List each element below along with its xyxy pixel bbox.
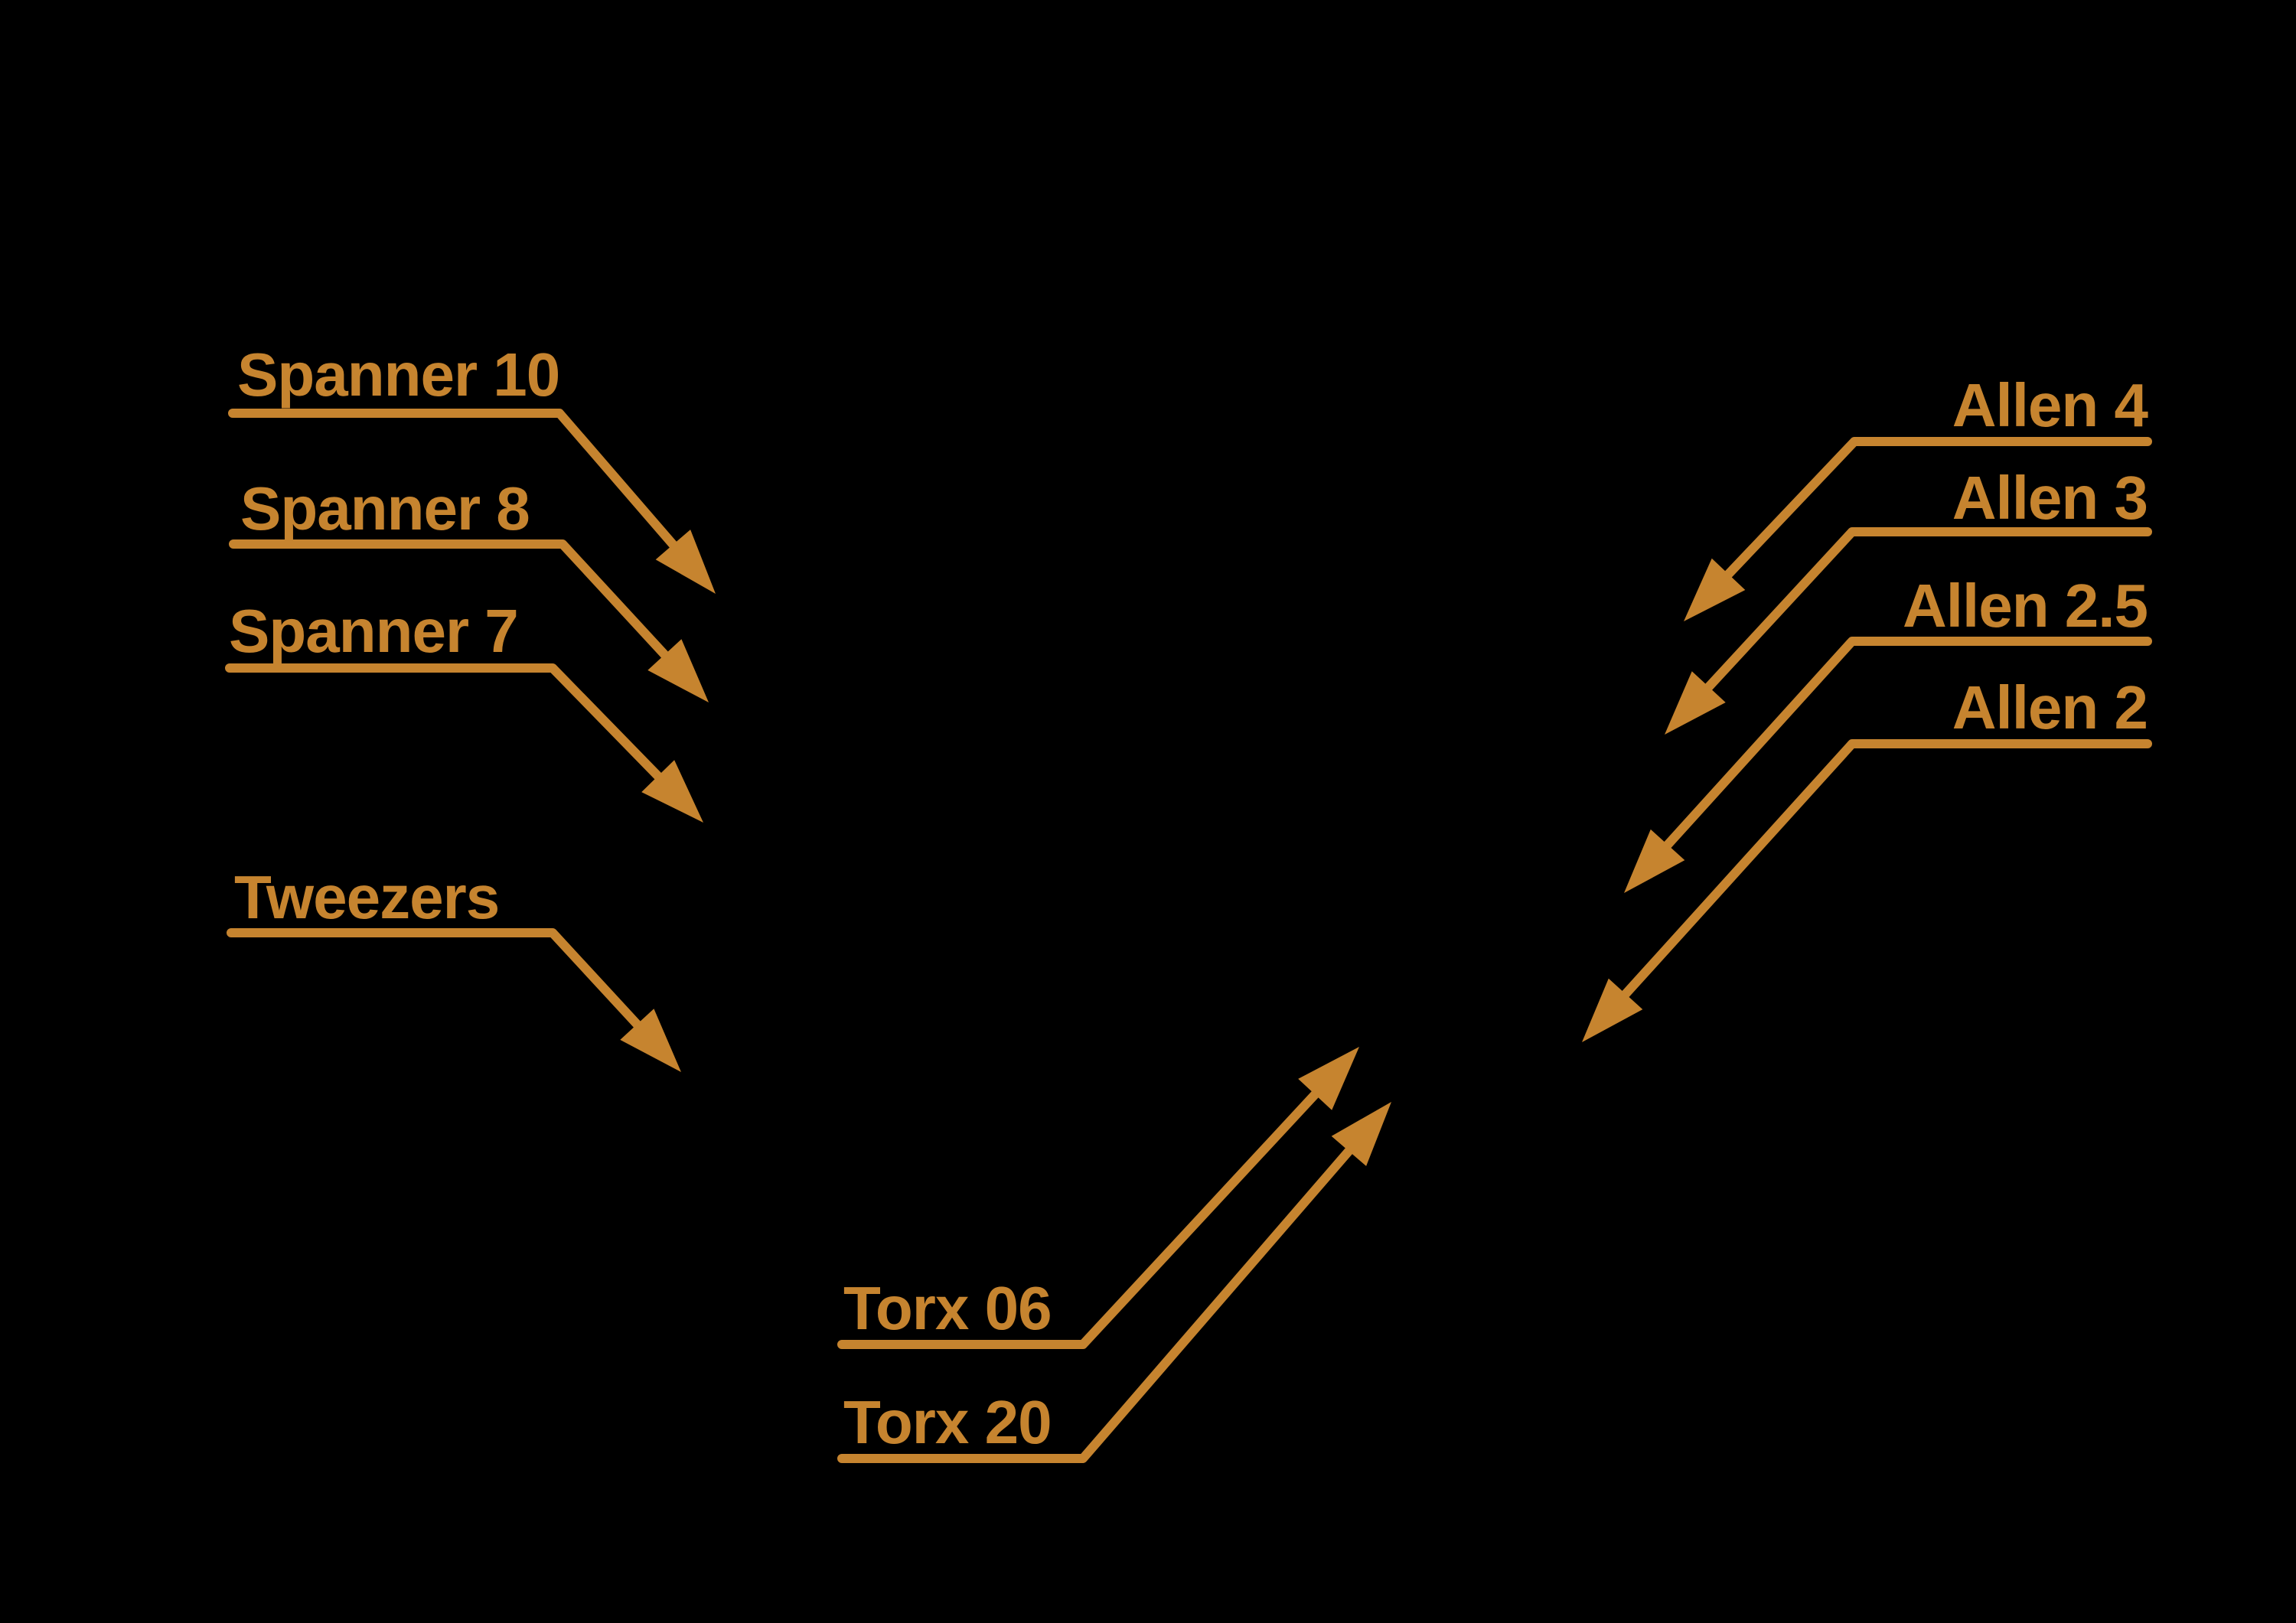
leader-line-tweezers (227, 928, 648, 1036)
callout-spanner-8: Spanner 8 (229, 474, 709, 702)
callout-torx-06: Torx 06 (837, 1047, 1359, 1349)
leader-line-spanner-8 (229, 539, 676, 666)
annotation-label-allen-4: Allen 4 (1952, 371, 2149, 439)
leader-line-spanner-7 (225, 663, 669, 787)
leader-line-torx-20 (837, 1139, 1360, 1463)
callout-spanner-7: Spanner 7 (225, 597, 703, 823)
arrowhead-icon-spanner-7 (641, 760, 703, 823)
annotation-label-spanner-7: Spanner 7 (229, 597, 518, 665)
arrowhead-icon-tweezers (620, 1009, 681, 1072)
callout-spanner-10: Spanner 10 (228, 341, 716, 594)
leader-line-allen-3 (1698, 527, 2152, 699)
annotation-label-torx-06: Torx 06 (843, 1274, 1052, 1342)
arrowhead-icon-allen-4 (1684, 558, 1746, 621)
arrowhead-icon-spanner-8 (647, 639, 709, 702)
callout-allen-3: Allen 3 (1665, 464, 2152, 735)
annotation-label-spanner-8: Spanner 8 (240, 474, 530, 543)
callout-torx-20: Torx 20 (837, 1102, 1391, 1463)
callout-allen-2: Allen 2 (1582, 673, 2152, 1042)
leader-line-allen-2-5 (1657, 637, 2152, 856)
arrowhead-icon-allen-3 (1665, 671, 1726, 735)
leader-line-allen-2 (1615, 739, 2152, 1005)
arrowhead-icon-torx-06 (1298, 1047, 1359, 1110)
annotation-label-tweezers: Tweezers (234, 863, 499, 931)
annotation-label-allen-2-5: Allen 2.5 (1903, 572, 2148, 640)
arrowhead-icon-torx-20 (1331, 1102, 1391, 1166)
annotation-label-spanner-10: Spanner 10 (237, 341, 559, 409)
leader-line-allen-4 (1717, 437, 2152, 585)
arrowhead-icon-allen-2 (1582, 978, 1643, 1042)
callout-tweezers: Tweezers (227, 863, 681, 1072)
arrowhead-icon-allen-2-5 (1624, 829, 1685, 893)
leader-line-spanner-10 (228, 409, 684, 556)
annotation-label-allen-3: Allen 3 (1952, 464, 2148, 532)
callout-allen-4: Allen 4 (1684, 371, 2152, 621)
annotation-label-torx-20: Torx 20 (843, 1388, 1052, 1456)
arrowhead-icon-spanner-10 (655, 530, 716, 594)
callout-allen-2-5: Allen 2.5 (1624, 572, 2152, 893)
annotation-label-allen-2: Allen 2 (1952, 673, 2148, 741)
leader-line-torx-06 (837, 1083, 1326, 1349)
